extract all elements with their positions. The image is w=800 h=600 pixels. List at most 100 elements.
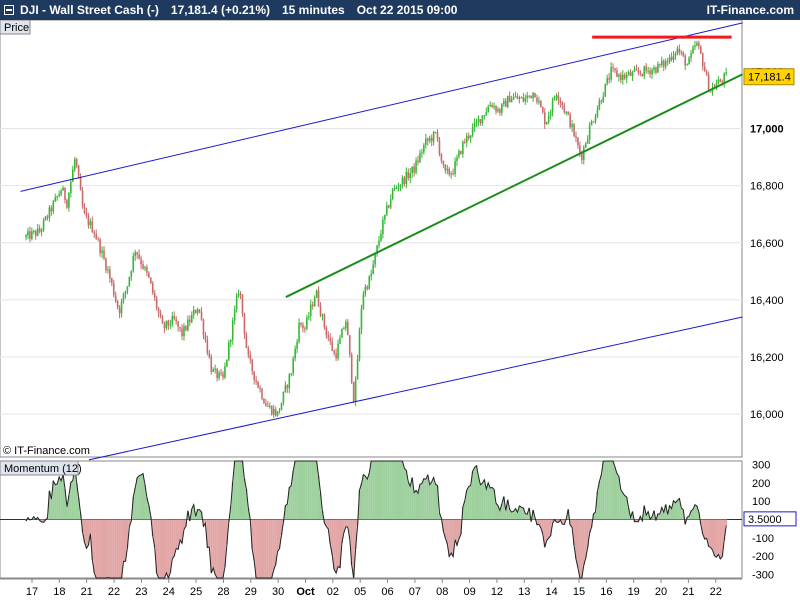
momentum-tick-label: -300 — [752, 569, 774, 581]
price-candle — [707, 74, 710, 92]
price-candle — [475, 121, 478, 123]
price-candle — [430, 137, 433, 142]
price-candle — [401, 177, 404, 185]
price-candle — [198, 309, 201, 312]
price-candle — [409, 173, 412, 179]
momentum-line — [25, 460, 727, 580]
price-candle — [528, 95, 530, 97]
price-candle — [212, 369, 215, 372]
time-tick-label: 15 — [573, 586, 585, 598]
price-candle — [368, 276, 371, 289]
price-candle — [309, 304, 312, 317]
price-panel-tab[interactable] — [0, 20, 31, 35]
price-candle — [317, 290, 320, 307]
price-candle — [292, 358, 294, 374]
price-candle — [85, 212, 88, 216]
price-candle — [709, 91, 712, 93]
price-candle — [378, 240, 380, 246]
momentum-panel-tab[interactable] — [0, 460, 79, 476]
price-candle — [290, 373, 293, 375]
price-candle — [503, 100, 505, 104]
chart-canvas: Price © IT-Finance.com 16,000 16,200 16,40… — [0, 20, 797, 598]
price-candle — [395, 187, 398, 189]
price-candle — [304, 328, 306, 330]
price-candle — [701, 53, 704, 67]
price-candle — [103, 250, 105, 259]
trendline-upper-channel — [20, 22, 743, 192]
price-candle — [200, 311, 203, 320]
price-candle — [173, 315, 176, 320]
price-candle — [577, 137, 579, 146]
price-candle — [438, 139, 441, 155]
price-candle — [228, 342, 230, 360]
price-candle — [331, 341, 333, 351]
price-candle — [464, 141, 466, 143]
price-candle — [584, 143, 587, 148]
price-candle — [397, 187, 400, 189]
price-candle — [625, 74, 628, 79]
price-candle — [247, 348, 250, 355]
price-candle — [81, 190, 84, 207]
price-candle — [354, 379, 357, 402]
price-candle — [224, 366, 226, 378]
price-candle — [403, 177, 406, 185]
price-candle — [721, 81, 724, 83]
price-candle — [233, 309, 236, 321]
price-candle — [485, 111, 488, 116]
price-candle — [72, 169, 74, 182]
price-candle — [286, 385, 289, 389]
price-candle — [612, 67, 614, 69]
price-candle — [261, 389, 263, 399]
price-candle — [202, 319, 205, 336]
price-candle — [678, 48, 681, 53]
price-candle — [270, 405, 273, 415]
price-candle — [510, 99, 513, 103]
price-candle — [481, 115, 484, 124]
price-candle — [579, 145, 581, 154]
price-candle — [596, 109, 599, 117]
timeframe: 15 minutes — [282, 3, 345, 17]
price-tick-label: 16,400 — [750, 295, 784, 307]
price-candle — [122, 294, 125, 302]
price-candle — [48, 207, 51, 219]
price-candle — [723, 73, 726, 83]
time-tick-label: 28 — [217, 586, 229, 598]
price-candle — [417, 160, 419, 163]
price-candle — [229, 339, 232, 343]
price-candle — [128, 276, 131, 287]
price-candle — [413, 166, 415, 173]
price-candle — [31, 231, 33, 239]
time-tick-label: 21 — [682, 586, 694, 598]
price-candle — [345, 321, 347, 329]
price-candle — [653, 67, 655, 70]
price-candle — [495, 106, 497, 112]
time-tick-label: 08 — [436, 586, 448, 598]
price-candle — [364, 286, 367, 295]
time-tick-label: 02 — [327, 586, 339, 598]
price-candle — [70, 181, 72, 194]
price-candle — [399, 184, 402, 188]
price-candle — [623, 74, 626, 79]
price-candle — [306, 317, 308, 329]
price-candle — [508, 95, 511, 103]
chart-datetime: Oct 22 2015 09:00 — [356, 3, 458, 17]
price-candle — [682, 52, 685, 56]
price-candle — [506, 95, 509, 107]
price-candle — [268, 405, 271, 407]
price-candle — [91, 221, 94, 233]
price-candle — [307, 316, 310, 318]
price-tick-label: 17,000 — [750, 124, 784, 136]
price-candle — [272, 409, 275, 415]
price-candle — [382, 219, 384, 235]
price-candle — [315, 290, 318, 298]
price-candle — [423, 144, 425, 153]
price-candle — [657, 63, 659, 73]
price-candle — [231, 320, 234, 340]
price-candle — [725, 72, 727, 74]
price-candle — [327, 335, 330, 338]
time-tick-label: 29 — [245, 586, 257, 598]
time-tick-label: 22 — [710, 586, 722, 598]
price-candle — [313, 297, 316, 307]
chart-menu-icon[interactable] — [4, 5, 14, 15]
price-candle — [479, 119, 482, 124]
